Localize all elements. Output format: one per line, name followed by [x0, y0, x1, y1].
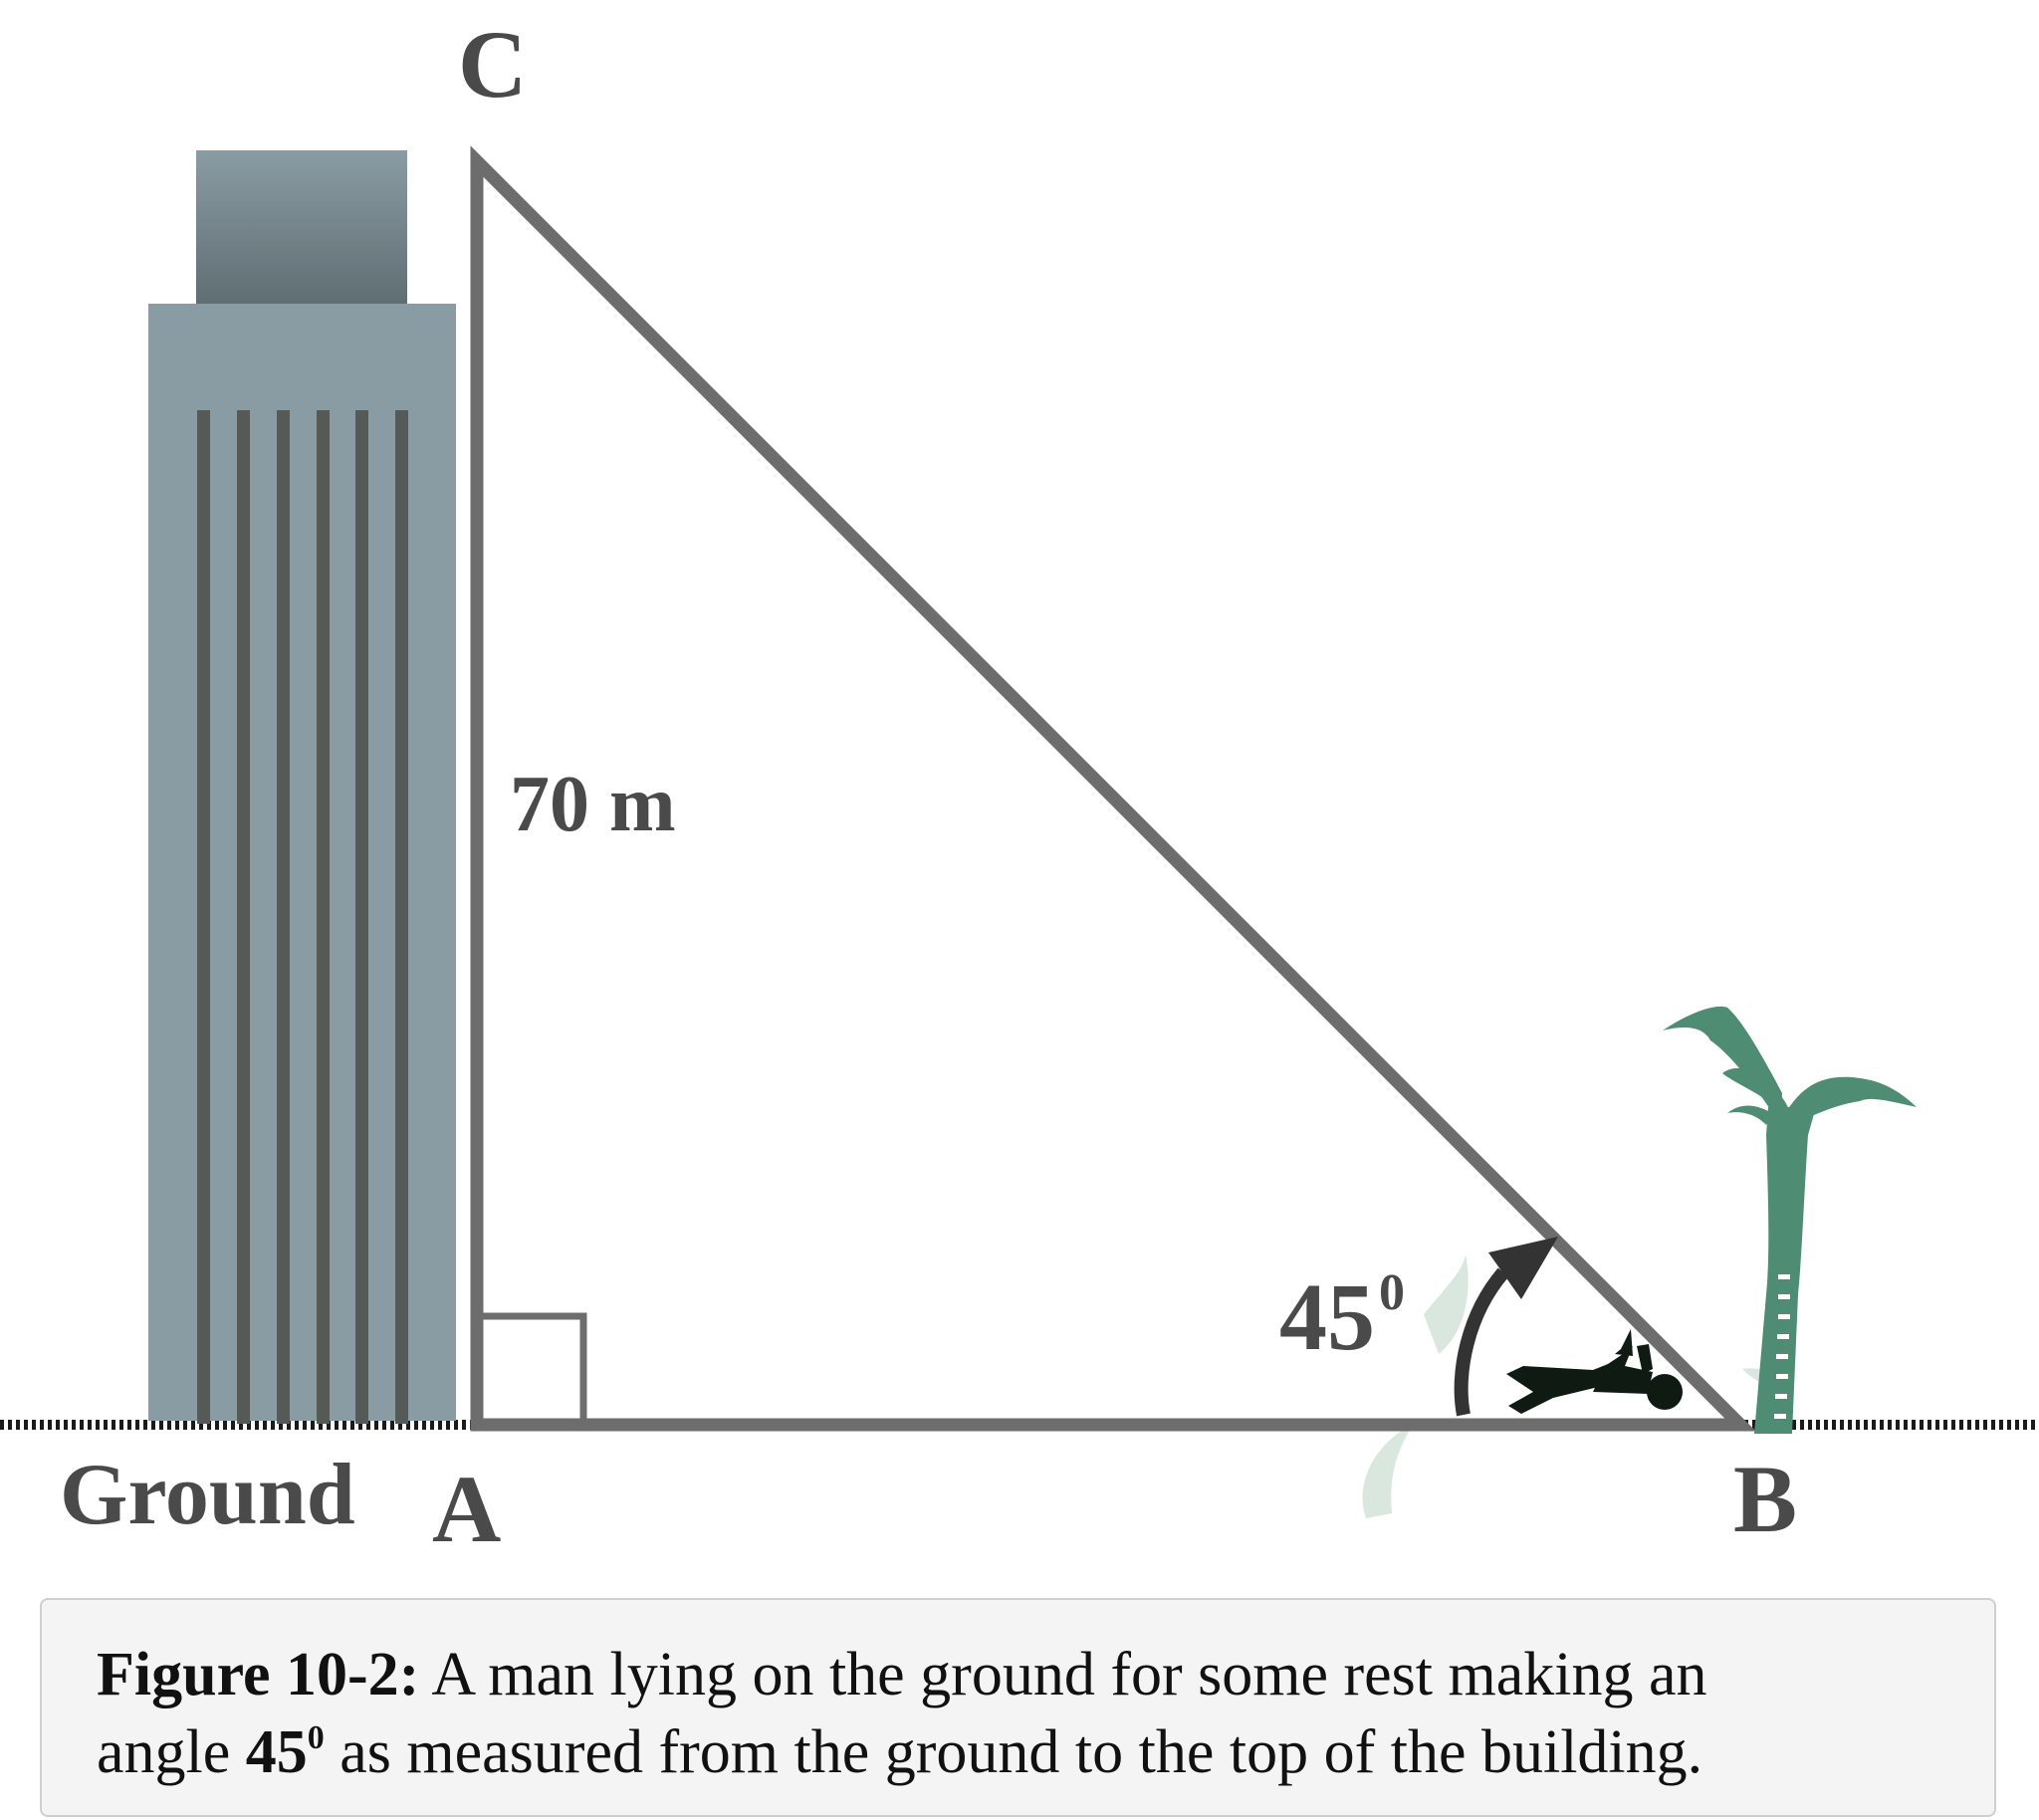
building-stripes: [197, 410, 408, 1424]
palm-frond: [1722, 1067, 1790, 1115]
caption-text-angle: angle: [97, 1718, 231, 1786]
caption-angle-value: 45: [245, 1718, 308, 1786]
palm-frond: [1663, 1006, 1782, 1125]
caption-line-2: angle 450 as measured from the ground to…: [97, 1713, 1944, 1791]
angle-unit: 0: [1379, 1264, 1405, 1321]
man-silhouette: [1506, 1329, 1683, 1414]
right-angle-marker: [482, 1312, 587, 1420]
building-stripe: [355, 410, 368, 1424]
building-stripe: [277, 410, 290, 1424]
building-top: [196, 150, 407, 304]
figure-caption: Figure 10-2: A man lying on the ground f…: [40, 1598, 1996, 1817]
building-stripe: [317, 410, 330, 1424]
angle-label: 450: [1279, 1263, 1405, 1370]
angle-value: 45: [1279, 1263, 1375, 1370]
height-label: 70 m: [510, 761, 676, 848]
angle-arc-arrow: [1454, 1237, 1558, 1417]
building-stripe: [197, 410, 210, 1424]
palm-frond: [1727, 1105, 1772, 1125]
building-stripe: [237, 410, 250, 1424]
vertex-label-a: A: [432, 1456, 501, 1562]
palm-frond: [1784, 1076, 1917, 1127]
vertex-label-b: B: [1733, 1446, 1797, 1552]
arrow-head-icon: [1488, 1237, 1558, 1299]
caption-text-line-1: A man lying on the ground for some rest …: [431, 1641, 1707, 1708]
caption-line-1: Figure 10-2: A man lying on the ground f…: [97, 1636, 1944, 1713]
caption-text-line-2: as measured from the ground to the top o…: [340, 1718, 1703, 1786]
man-head: [1647, 1374, 1683, 1410]
triangle-abc: [470, 145, 1756, 1432]
palm-trunk-rings: [1774, 1274, 1790, 1419]
vertex-label-c: C: [458, 11, 527, 117]
ground-label: Ground: [60, 1447, 355, 1543]
building-body: [148, 304, 456, 1421]
building: [148, 150, 456, 1424]
palm-tree: [1663, 1006, 1917, 1434]
caption-angle: 450: [246, 1718, 325, 1786]
caption-angle-unit: 0: [307, 1719, 325, 1756]
palm-trunk: [1754, 1107, 1816, 1434]
angle-arc: [1454, 1267, 1509, 1417]
building-stripe: [395, 410, 408, 1424]
caption-figure-label: Figure 10-2:: [97, 1641, 420, 1708]
